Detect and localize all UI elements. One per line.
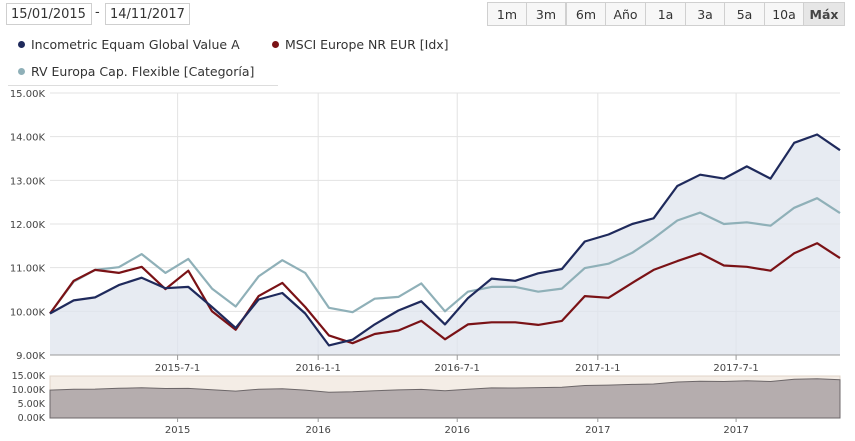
legend-marker-icon bbox=[18, 68, 25, 75]
x-tick-label: 2016-7-1 bbox=[435, 363, 480, 374]
y-tick-label: 12.00K bbox=[10, 220, 46, 231]
y-tick-label: 10.00K bbox=[10, 307, 46, 318]
legend-item-series3[interactable]: RV Europa Cap. Flexible [Categoría] bbox=[18, 64, 254, 79]
x-tick-label: 2017-7-1 bbox=[713, 363, 758, 374]
series-line-1 bbox=[49, 133, 841, 347]
range-button-5[interactable]: 1a bbox=[645, 2, 686, 26]
legend-marker-icon bbox=[18, 41, 25, 48]
y-tick-label: 15.00K bbox=[10, 89, 46, 100]
y-tick-label: 11.00K bbox=[10, 264, 46, 275]
navigator-series bbox=[49, 378, 841, 419]
range-button-7[interactable]: 5a bbox=[724, 2, 765, 26]
end-date-input[interactable]: 14/11/2017 bbox=[105, 3, 190, 25]
legend-label: Incometric Equam Global Value A bbox=[31, 37, 240, 52]
y-tick-label: 14.00K bbox=[10, 133, 46, 144]
y-tick-label: 9.00K bbox=[16, 351, 45, 362]
range-button-2[interactable]: 3m bbox=[526, 2, 566, 26]
navigator-x-label: 2016 bbox=[305, 425, 330, 436]
range-button-6[interactable]: 3a bbox=[685, 2, 725, 26]
legend-item-series2[interactable]: MSCI Europe NR EUR [Idx] bbox=[272, 37, 449, 52]
range-button-3[interactable]: 6m bbox=[566, 2, 606, 26]
legend-marker-icon bbox=[272, 41, 279, 48]
x-tick-label: 2016-1-1 bbox=[295, 363, 340, 374]
range-button-8[interactable]: 10a bbox=[764, 2, 804, 26]
navigator-x-label: 2017 bbox=[723, 425, 748, 436]
range-button-1[interactable]: 1m bbox=[487, 2, 527, 26]
navigator-y-label: 0.00K bbox=[18, 413, 46, 424]
start-date-input[interactable]: 15/01/2015 bbox=[6, 3, 92, 25]
legend-item-series1[interactable]: Incometric Equam Global Value A bbox=[18, 37, 240, 52]
x-tick-label: 2017-1-1 bbox=[575, 363, 620, 374]
y-tick-label: 13.00K bbox=[10, 176, 46, 187]
range-button-9[interactable]: Máx bbox=[803, 2, 845, 26]
series-line-3 bbox=[49, 197, 841, 315]
series1-area bbox=[50, 134, 840, 355]
legend-label: RV Europa Cap. Flexible [Categoría] bbox=[31, 64, 255, 79]
legend-divider bbox=[8, 85, 278, 86]
navigator-x-label: 2017 bbox=[585, 425, 610, 436]
x-tick-label: 2015-7-1 bbox=[155, 363, 200, 374]
range-button-4[interactable]: Año bbox=[605, 2, 646, 26]
navigator-y-label: 5.00K bbox=[18, 399, 46, 410]
legend-label: MSCI Europe NR EUR [Idx] bbox=[285, 37, 449, 52]
navigator-x-label: 2015 bbox=[165, 425, 190, 436]
navigator-x-label: 2016 bbox=[444, 425, 469, 436]
series-line-2 bbox=[49, 242, 841, 345]
date-separator: - bbox=[95, 5, 100, 20]
navigator-y-label: 15.00K bbox=[12, 371, 46, 382]
navigator-y-label: 10.00K bbox=[12, 385, 46, 396]
